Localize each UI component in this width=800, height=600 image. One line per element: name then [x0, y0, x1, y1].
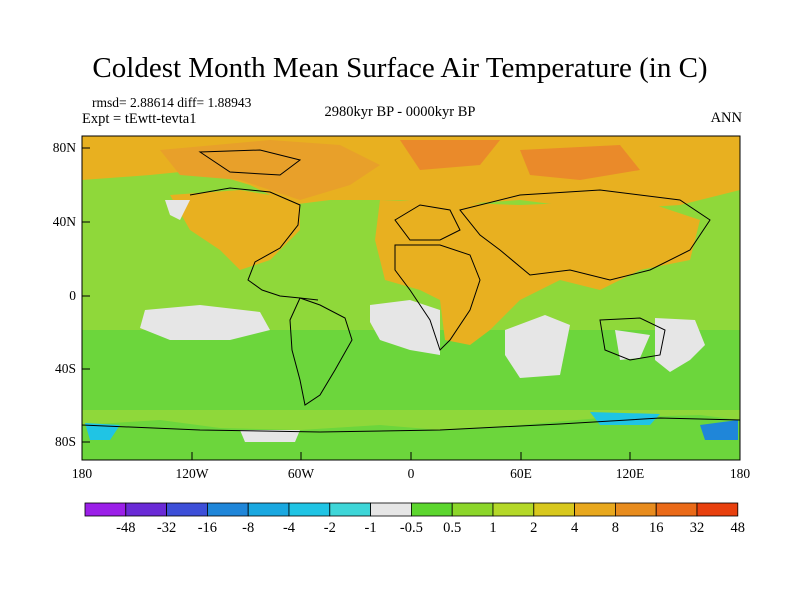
eurasia-africa-warm-region	[375, 200, 700, 345]
x-label-0: 0	[407, 466, 415, 481]
colorbar-swatch	[370, 502, 412, 517]
neutral-patch-pacific	[140, 305, 270, 340]
axis-ticks	[82, 147, 631, 460]
colorbar-label: 16	[648, 520, 664, 536]
colorbar-label: -4	[282, 520, 296, 536]
colorbar-label: -0.5	[399, 520, 423, 536]
colorbar-swatch	[451, 502, 494, 517]
x-label-60w: 60W	[287, 466, 315, 481]
stats-label: rmsd= 2.88614 diff= 1.88943	[92, 95, 252, 110]
colorbar-swatch	[492, 502, 535, 517]
colorbar-swatch	[84, 502, 127, 517]
colorbar-swatch	[410, 502, 453, 517]
y-label-80s: 80S	[54, 434, 76, 449]
coastline-arctic-islands	[198, 149, 302, 176]
antarctic-cold-patch-2	[590, 412, 660, 425]
colorbar-swatch	[696, 502, 739, 517]
colorbar-label: -48	[116, 520, 136, 536]
coastline-australia	[599, 317, 666, 361]
coastline-south-america	[289, 297, 353, 406]
antarctic-cold-patch-3	[700, 420, 738, 440]
colorbar-label: 2	[530, 520, 538, 536]
colorbar-label: 8	[611, 520, 620, 536]
colorbar-label: -2	[323, 520, 336, 536]
x-label-120w: 120W	[175, 466, 209, 481]
x-label-120e: 120E	[615, 466, 645, 481]
coastline-north-america	[189, 187, 319, 301]
y-label-80n: 80N	[52, 140, 76, 155]
y-label-40s: 40S	[54, 361, 76, 376]
period-label: 2980kyr BP - 0000kyr BP	[324, 104, 476, 120]
colorbar-swatch	[247, 502, 290, 517]
colorbar-swatch	[655, 502, 698, 517]
map-field	[82, 136, 740, 460]
neutral-patch-atlantic	[370, 300, 440, 355]
colorbar-label: 32	[689, 520, 705, 536]
coastlines	[81, 149, 741, 433]
coastline-europe	[394, 204, 461, 241]
asia-hot-patch	[520, 145, 640, 180]
north-america-land-region	[170, 190, 300, 270]
siberia-hot-patch	[400, 140, 500, 170]
x-label-180-west: 180	[71, 466, 93, 481]
colorbar-boxes	[84, 502, 739, 517]
colorbar-label: 48	[730, 520, 746, 536]
colorbar-label: 0.5	[443, 520, 462, 536]
colorbar-swatch	[125, 502, 168, 517]
neutral-patch-australia	[615, 330, 650, 360]
colorbar-swatch	[615, 502, 657, 517]
north-america-warm-patch	[160, 140, 380, 200]
colorbar-label: 4	[570, 520, 579, 536]
antarctica-region	[82, 415, 740, 460]
map-title: Coldest Month Mean Surface Air Temperatu…	[92, 52, 708, 84]
colorbar-label: -16	[197, 520, 218, 536]
colorbar-swatch	[166, 502, 208, 517]
neutral-patch-tasman	[655, 318, 705, 372]
colorbar-label: -32	[156, 520, 177, 536]
experiment-label: Expt = tEwtt-tevta1	[82, 111, 197, 127]
colorbar-label: -1	[364, 520, 377, 536]
coastline-asia	[459, 189, 711, 281]
antarctic-neutral-patch	[240, 430, 300, 442]
neutral-patch-north	[165, 200, 190, 220]
colorbar-swatch	[329, 502, 371, 517]
y-label-0: 0	[69, 288, 76, 303]
coastline-africa	[394, 244, 481, 351]
colorbar-swatch	[574, 502, 616, 517]
x-label-60e: 60E	[510, 466, 532, 481]
colorbar-swatch	[533, 502, 575, 517]
neutral-patch-indian	[505, 315, 570, 378]
coastline-antarctica	[81, 417, 741, 433]
antarctic-cold-patch-1	[85, 423, 120, 440]
colorbar-swatch	[206, 502, 249, 517]
colorbar-label: 1	[489, 520, 497, 536]
season-label: ANN	[710, 110, 742, 126]
colorbar-swatch	[288, 502, 331, 517]
y-label-40n: 40N	[52, 214, 76, 229]
x-label-180-east: 180	[729, 466, 751, 481]
colorbar-label: -8	[242, 520, 255, 536]
